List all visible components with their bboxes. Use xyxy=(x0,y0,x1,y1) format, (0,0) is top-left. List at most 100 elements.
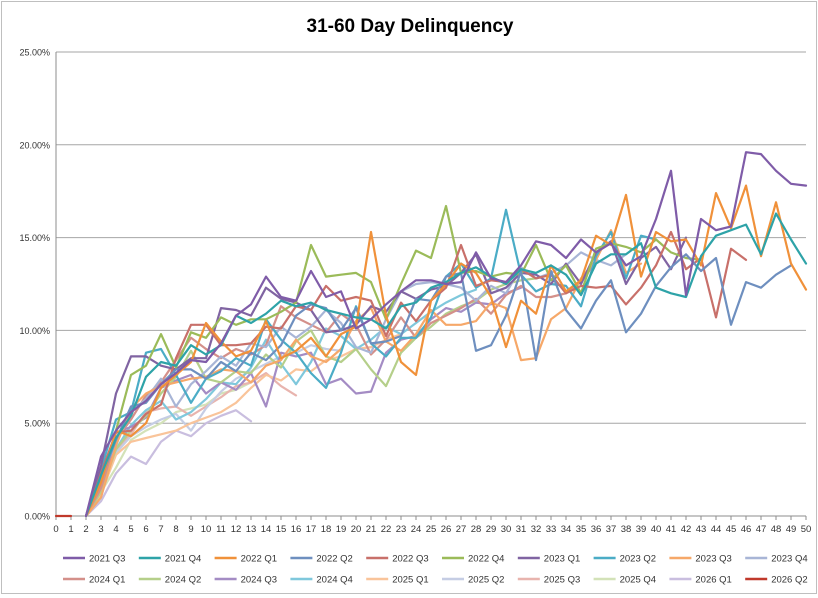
x-tick-label: 50 xyxy=(801,524,812,535)
legend-label: 2023 Q3 xyxy=(695,554,731,565)
x-tick-label: 41 xyxy=(666,524,677,535)
legend-item: 2025 Q3 xyxy=(517,575,580,586)
legend-label: 2025 Q2 xyxy=(468,575,504,586)
legend-item: 2024 Q2 xyxy=(138,575,201,586)
legend-label: 2023 Q1 xyxy=(544,554,580,565)
x-tick-label: 20 xyxy=(351,524,362,535)
legend-item: 2022 Q3 xyxy=(366,554,429,565)
x-tick-label: 10 xyxy=(201,524,212,535)
x-tick-label: 32 xyxy=(531,524,542,535)
x-tick-label: 47 xyxy=(756,524,767,535)
x-tick-label: 1 xyxy=(68,524,73,535)
x-tick-label: 6 xyxy=(143,524,148,535)
series-line-2021-q4 xyxy=(84,212,808,518)
legend-item: 2025 Q1 xyxy=(366,575,429,586)
x-tick-label: 23 xyxy=(396,524,407,535)
x-tick-label: 38 xyxy=(621,524,632,535)
x-tick-label: 5 xyxy=(128,524,133,535)
legend-label: 2021 Q3 xyxy=(89,554,125,565)
x-tick-label: 11 xyxy=(216,524,226,535)
x-tick-label: 45 xyxy=(726,524,737,535)
legend-label: 2022 Q3 xyxy=(392,554,428,565)
x-tick-label: 14 xyxy=(261,524,272,535)
x-tick-label: 18 xyxy=(321,524,332,535)
legend-label: 2026 Q2 xyxy=(771,575,807,586)
series-line-2021-q3 xyxy=(84,151,808,518)
x-axis-tick-labels: 0 1 2 3 4 5 6 7 8 9 10 11 12 13 14 15 16 17 18 19 20 21 22 23 24… xyxy=(53,524,811,535)
legend-label: 2023 Q4 xyxy=(771,554,807,565)
legend-label: 2024 Q1 xyxy=(89,575,125,586)
series-line-2022-q3 xyxy=(84,230,748,518)
x-tick-label: 8 xyxy=(173,524,178,535)
x-tick-label: 17 xyxy=(306,524,317,535)
legend-label: 2022 Q4 xyxy=(468,554,504,565)
series-line-2024-q2 xyxy=(84,273,553,518)
x-tick-label: 30 xyxy=(501,524,512,535)
x-tick-label: 21 xyxy=(366,524,377,535)
legend-item: 2024 Q4 xyxy=(290,575,353,586)
series-line-2023-q2 xyxy=(84,208,658,518)
x-tick-label: 33 xyxy=(546,524,557,535)
x-tick-label: 15 xyxy=(276,524,287,535)
x-tick-label: 28 xyxy=(471,524,482,535)
legend-label: 2024 Q4 xyxy=(316,575,352,586)
series-line-2025-q3 xyxy=(84,372,298,518)
series-line-2022-q2 xyxy=(84,253,793,518)
legend-label: 2021 Q4 xyxy=(165,554,201,565)
x-tick-label: 39 xyxy=(636,524,647,535)
legend-item: 2021 Q4 xyxy=(138,554,201,565)
x-tick-label: 34 xyxy=(561,524,572,535)
x-tick-label: 0 xyxy=(53,524,58,535)
series-line-2022-q4 xyxy=(84,204,703,518)
series-lines xyxy=(54,151,808,518)
x-tick-label: 3 xyxy=(98,524,103,535)
x-tick-label: 27 xyxy=(456,524,467,535)
legend-label: 2025 Q1 xyxy=(392,575,428,586)
x-tick-label: 40 xyxy=(651,524,662,535)
x-tick-label: 48 xyxy=(771,524,782,535)
x-tick-label: 2 xyxy=(83,524,88,535)
gridlines xyxy=(56,51,806,517)
x-tick-label: 19 xyxy=(336,524,347,535)
chart-title: 31-60 Day Delinquency xyxy=(307,16,514,37)
legend-item: 2026 Q2 xyxy=(745,575,808,586)
x-tick-label: 12 xyxy=(231,524,242,535)
x-tick-label: 46 xyxy=(741,524,752,535)
legend-label: 2024 Q3 xyxy=(241,575,277,586)
legend-item: 2024 Q3 xyxy=(214,575,277,586)
legend-item: 2023 Q2 xyxy=(593,554,656,565)
x-tick-label: 49 xyxy=(786,524,797,535)
legend-item: 2022 Q4 xyxy=(442,554,504,565)
legend-label: 2025 Q3 xyxy=(544,575,580,586)
y-tick-label: 25.00% xyxy=(19,48,50,58)
x-tick-label: 22 xyxy=(381,524,392,535)
x-tick-label: 24 xyxy=(411,524,422,535)
y-tick-label: 10.00% xyxy=(19,326,50,336)
legend-item: 2023 Q4 xyxy=(745,554,808,565)
legend-item: 2025 Q4 xyxy=(593,575,656,586)
x-tick-label: 29 xyxy=(486,524,497,535)
x-tick-label: 36 xyxy=(591,524,602,535)
y-tick-label: 5.00% xyxy=(24,419,50,429)
legend-item: 2022 Q1 xyxy=(214,554,277,565)
y-tick-label: 15.00% xyxy=(19,233,50,243)
legend-label: 2024 Q2 xyxy=(165,575,201,586)
legend-item: 2021 Q3 xyxy=(63,554,125,565)
legend-label: 2022 Q1 xyxy=(241,554,277,565)
legend-item: 2022 Q2 xyxy=(290,554,353,565)
legend-item: 2025 Q2 xyxy=(442,575,504,586)
x-tick-label: 42 xyxy=(681,524,692,535)
legend-item: 2023 Q3 xyxy=(669,554,732,565)
x-tick-label: 37 xyxy=(606,524,617,535)
y-axis-tick-labels: 0.00% 5.00% 10.00% 15.00% 20.00% 25.00% xyxy=(19,48,50,522)
legend-label: 2026 Q1 xyxy=(695,575,731,586)
x-tick-label: 25 xyxy=(426,524,437,535)
x-tick-label: 16 xyxy=(291,524,302,535)
x-tick-label: 7 xyxy=(158,524,163,535)
x-tick-label: 13 xyxy=(246,524,257,535)
x-tick-label: 31 xyxy=(516,524,527,535)
legend-label: 2022 Q2 xyxy=(316,554,352,565)
legend-item: 2023 Q1 xyxy=(517,554,580,565)
